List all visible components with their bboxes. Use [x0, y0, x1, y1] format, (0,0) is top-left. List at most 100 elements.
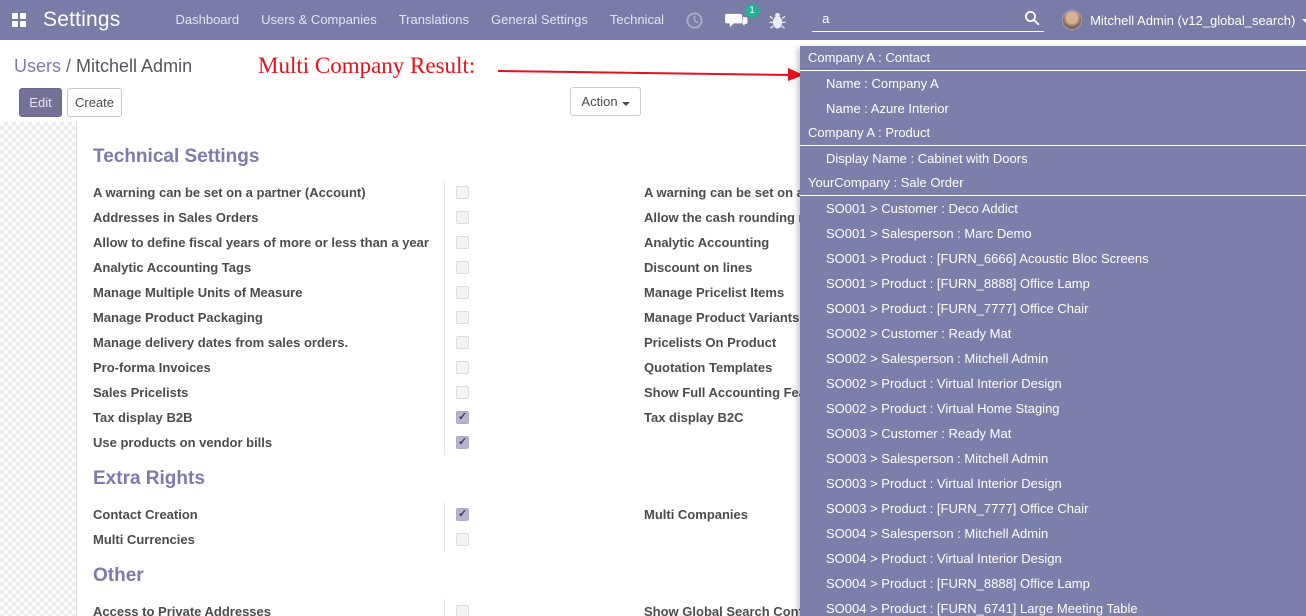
setting-label: Discount on lines — [644, 260, 753, 275]
search-result-item[interactable]: SO001 > Product : [FURN_8888] Office Lam… — [826, 276, 1090, 291]
menu-item-users-companies[interactable]: Users & Companies — [261, 12, 377, 27]
breadcrumb: Users / Mitchell Admin — [14, 56, 192, 77]
setting-label: Manage Product Packaging — [93, 310, 263, 325]
checkbox — [456, 435, 469, 449]
search-result-item[interactable]: SO001 > Product : [FURN_6666] Acoustic B… — [826, 251, 1149, 266]
section-title: Technical Settings — [93, 146, 260, 167]
search-result-header: YourCompany : Sale Order — [800, 171, 1306, 196]
setting-row: Pro-forma Invoices Quotation Templates — [93, 355, 1306, 380]
setting-row: Contact Creation Multi Companies — [93, 502, 1306, 527]
search-result-item[interactable]: SO002 > Salesperson : Mitchell Admin — [826, 351, 1049, 366]
action-dropdown-button[interactable]: Action — [570, 87, 641, 116]
setting-label: Pro-forma Invoices — [93, 360, 211, 375]
app-title[interactable]: Settings — [43, 8, 121, 31]
menu-item-translations[interactable]: Translations — [398, 12, 470, 27]
setting-label: Contact Creation — [93, 507, 198, 522]
search-result-item[interactable]: SO002 > Customer : Ready Mat — [826, 326, 1012, 341]
checkbox — [456, 386, 469, 399]
checkbox — [456, 186, 469, 199]
clock-icon[interactable] — [685, 11, 704, 30]
annotation-arrow — [497, 68, 804, 81]
setting-row: A warning can be set on a partner (Accou… — [93, 180, 1306, 205]
breadcrumb-separator: / — [61, 56, 77, 76]
chat-icon[interactable]: 1 — [724, 3, 760, 30]
setting-row: Access to Private Addresses Show Global … — [93, 599, 1306, 616]
setting-label: Access to Private Addresses — [93, 604, 272, 616]
search-icon[interactable] — [1024, 10, 1040, 31]
breadcrumb-users-link[interactable]: Users — [14, 56, 62, 76]
search-result-item[interactable]: SO004 > Product : [FURN_6741] Large Meet… — [826, 601, 1138, 616]
setting-label: Pricelists On Product — [644, 335, 777, 350]
setting-label: Allow to define fiscal years of more or … — [93, 235, 429, 250]
setting-label: Allow the cash rounding r — [644, 210, 804, 225]
search-result-header: Company A : Contact — [800, 46, 1306, 71]
global-search — [812, 8, 1045, 32]
search-result-item[interactable]: SO003 > Salesperson : Mitchell Admin — [826, 451, 1049, 466]
bug-icon[interactable] — [769, 11, 786, 30]
setting-row: Sales Pricelists Show Full Accounting Fe… — [93, 380, 1306, 405]
setting-label: Analytic Accounting Tags — [93, 260, 252, 275]
create-button[interactable]: Create — [67, 88, 122, 117]
search-result-item[interactable]: SO003 > Customer : Ready Mat — [826, 426, 1012, 441]
main-menu: Dashboard Users & Companies Translations… — [164, 0, 675, 40]
search-result-item[interactable]: SO002 > Product : Virtual Home Staging — [826, 401, 1060, 416]
search-result-item[interactable]: SO001 > Customer : Deco Addict — [826, 201, 1018, 216]
search-result-item[interactable]: Name : Azure Interior — [826, 101, 949, 116]
setting-label: Use products on vendor bills — [93, 435, 273, 450]
section-title: Extra Rights — [93, 468, 205, 489]
checkbox — [456, 507, 469, 521]
user-name: Mitchell Admin (v12_global_search) — [1090, 12, 1296, 28]
menu-item-general-settings[interactable]: General Settings — [491, 12, 588, 27]
setting-label: Show Full Accounting Fea — [644, 385, 807, 400]
setting-row: Analytic Accounting Tags Discount on lin… — [93, 255, 1306, 280]
apps-grid-icon[interactable] — [12, 12, 26, 28]
top-navbar: Settings Dashboard Users & Companies Tra… — [0, 0, 1306, 40]
section-extra-rights: Extra Rights Contact Creation Multi Comp… — [93, 468, 1306, 552]
setting-label: A warning can be set on a — [644, 185, 804, 200]
checkbox — [456, 533, 469, 546]
menu-item-dashboard[interactable]: Dashboard — [175, 12, 240, 27]
search-result-item[interactable]: SO001 > Product : [FURN_7777] Office Cha… — [826, 301, 1089, 316]
setting-label: Quotation Templates — [644, 360, 773, 375]
checkbox — [456, 336, 469, 349]
search-result-item[interactable]: SO003 > Product : Virtual Interior Desig… — [826, 476, 1062, 491]
systray: 1 Mitchell Admin (v12_global_search) — [675, 0, 1306, 40]
section-technical-settings: Technical Settings A warning can be set … — [93, 146, 1306, 455]
search-result-item[interactable]: Name : Company A — [826, 76, 939, 91]
search-result-item[interactable]: SO002 > Product : Virtual Interior Desig… — [826, 376, 1062, 391]
menu-item-technical[interactable]: Technical — [609, 12, 665, 27]
search-result-item[interactable]: SO004 > Salesperson : Mitchell Admin — [826, 526, 1049, 541]
checkbox — [456, 410, 469, 424]
search-result-item[interactable]: SO003 > Product : [FURN_7777] Office Cha… — [826, 501, 1089, 516]
search-result-header: Company A : Product — [800, 121, 1306, 146]
apps-grid-square — [20, 20, 26, 27]
message-count-badge: 1 — [745, 3, 760, 18]
apps-grid-square — [12, 20, 18, 27]
setting-label: Analytic Accounting — [644, 235, 770, 250]
setting-label: Manage Pricelist Items — [644, 285, 785, 300]
user-menu[interactable]: Mitchell Admin (v12_global_search) — [1062, 10, 1306, 30]
setting-label: Tax display B2C — [644, 410, 744, 425]
setting-label: Sales Pricelists — [93, 385, 189, 400]
checkbox — [456, 311, 469, 324]
avatar — [1062, 10, 1083, 30]
setting-label: Manage Multiple Units of Measure — [93, 285, 303, 300]
search-result-item[interactable]: Display Name : Cabinet with Doors — [826, 151, 1028, 166]
checkbox — [456, 211, 469, 224]
setting-label: Multi Currencies — [93, 532, 195, 547]
global-search-dropdown: Company A : Contact Name : Company A Nam… — [800, 46, 1306, 616]
setting-label: Manage delivery dates from sales orders. — [93, 335, 349, 350]
search-input[interactable] — [812, 8, 1045, 32]
section-title: Other — [93, 565, 144, 586]
setting-label: A warning can be set on a partner (Accou… — [93, 185, 366, 200]
section-other: Other Access to Private Addresses Show G… — [93, 565, 1306, 616]
setting-row: Use products on vendor bills — [93, 430, 1306, 455]
apps-grid-square — [20, 12, 26, 19]
search-result-item[interactable]: SO001 > Salesperson : Marc Demo — [826, 226, 1032, 241]
search-result-item[interactable]: SO004 > Product : [FURN_8888] Office Lam… — [826, 576, 1090, 591]
edit-button[interactable]: Edit — [19, 88, 62, 117]
checkbox — [456, 261, 469, 274]
setting-row: Allow to define fiscal years of more or … — [93, 230, 1306, 255]
search-result-item[interactable]: SO004 > Product : Virtual Interior Desig… — [826, 551, 1062, 566]
